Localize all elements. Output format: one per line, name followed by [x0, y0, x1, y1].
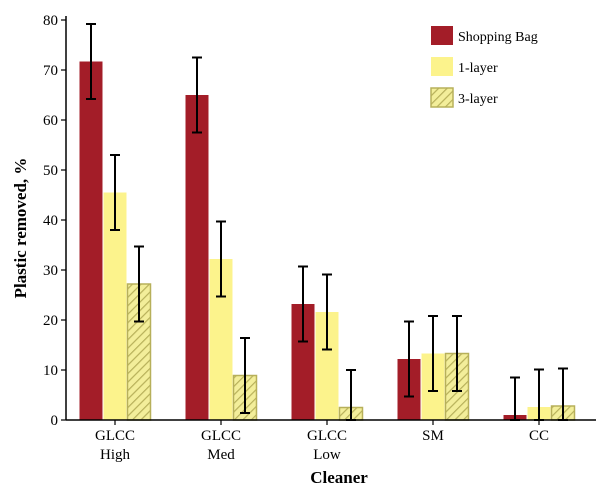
bar-shopping-bag-2: [291, 304, 315, 420]
x-tick-label: GLCC: [201, 428, 241, 444]
axes: GLCC High GLCC Med GLCC Low SM CC 0 10 20 30 40 50 60 7…: [43, 13, 596, 463]
bar-1-layer-2: [315, 312, 339, 420]
y-tick-label: 10: [43, 363, 58, 379]
x-axis-title: Cleaner: [310, 468, 368, 487]
y-tick-label: 70: [43, 63, 58, 79]
error-bars: [86, 23, 568, 421]
legend-swatch: [430, 87, 454, 108]
y-tick-label: 20: [43, 313, 58, 329]
plot-area: [79, 61, 576, 421]
legend-swatch: [431, 57, 453, 76]
x-tick-label: GLCC: [307, 428, 347, 444]
x-tick-label: Low: [313, 447, 341, 463]
y-tick-label: 0: [51, 413, 59, 429]
y-tick-label: 30: [43, 263, 58, 279]
bar-shopping-bag-1: [185, 95, 209, 420]
bar-1-layer-1: [209, 259, 233, 420]
bar-1-layer-0: [103, 192, 127, 420]
x-tick-label: SM: [422, 428, 444, 444]
y-tick-label: 50: [43, 163, 58, 179]
x-tick-label: GLCC: [95, 428, 135, 444]
y-tick-label: 60: [43, 113, 58, 129]
legend-label: 3-layer: [458, 92, 498, 107]
x-tick-label: Med: [207, 447, 235, 463]
legend: Shopping Bag 1-layer 3-layer: [430, 26, 538, 108]
y-tick-label: 80: [43, 13, 58, 29]
y-axis-title: Plastic removed, %: [11, 158, 30, 299]
y-tick-label: 40: [43, 213, 58, 229]
x-tick-label: High: [100, 447, 131, 463]
x-tick-label: CC: [529, 428, 549, 444]
bar-shopping-bag-0: [79, 61, 103, 420]
legend-label: 1-layer: [458, 61, 498, 76]
legend-label: Shopping Bag: [458, 30, 538, 45]
legend-swatch: [431, 26, 453, 45]
